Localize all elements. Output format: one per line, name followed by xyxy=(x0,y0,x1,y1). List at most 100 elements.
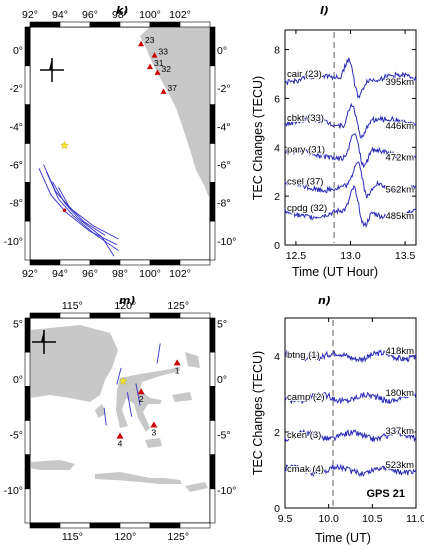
panel-m-border-bottom xyxy=(179,522,211,529)
panel-k-border-right xyxy=(209,143,216,183)
java-land xyxy=(30,460,75,470)
panel-k-border-right xyxy=(209,220,216,261)
panel-m-title: m) xyxy=(119,294,136,307)
station-label: 1 xyxy=(175,365,180,375)
panel-k-xtick-top: 96° xyxy=(82,9,98,21)
satellite-track xyxy=(156,343,161,364)
panel-k-border-bottom xyxy=(29,259,61,266)
panel-k-border-left xyxy=(24,220,31,261)
panel-m-border-left xyxy=(24,454,31,490)
panel-k-ytick-right: -10° xyxy=(217,236,236,248)
panel-k-ytick-right: -6° xyxy=(217,160,231,172)
panel-n-annotation: GPS 21 xyxy=(366,488,405,500)
tec-series-label: cpdg (32) xyxy=(287,203,327,214)
panel-m-border-top xyxy=(89,312,121,319)
panel-m-border-bottom xyxy=(149,522,181,529)
panel-k-border-bottom xyxy=(119,259,151,266)
panel-k-border-left xyxy=(24,104,31,144)
satellite-track xyxy=(126,392,133,417)
panel-l-xtick-label: 13.0 xyxy=(340,250,361,262)
panel-k-title: k) xyxy=(116,4,128,17)
panel-m-xtick-bottom: 125° xyxy=(167,531,189,543)
panel-k-border-bottom xyxy=(149,259,181,266)
panel-k-border-left xyxy=(24,143,31,183)
tec-distance-label: 562km xyxy=(385,184,414,195)
tec-series-label: cken (3) xyxy=(287,430,321,441)
panel-k-frame-ticks: 92° 92° 94° 94° 96° 96° 98° 98° 100° 100° 102° 102°… xyxy=(4,9,237,280)
panel-k-ytick-right: -8° xyxy=(217,198,231,210)
tec-distance-label: 337km xyxy=(385,426,414,437)
station-label: 4 xyxy=(118,439,123,449)
panel-l-ytick-label: 6 xyxy=(274,93,280,105)
panel-l-series: cair (23) 395km cbkt (33) 446km pary (31) 472… xyxy=(284,57,417,229)
panel-n-xtick-label: 10.0 xyxy=(318,513,339,525)
panel-k-ytick-left: 0° xyxy=(13,45,23,57)
station-label: 32 xyxy=(162,64,172,74)
panel-k-xtick-top: 100° xyxy=(139,9,161,21)
track-point xyxy=(62,208,67,213)
panel-k-xtick-top: 92° xyxy=(22,9,38,21)
tec-series-line xyxy=(284,102,417,140)
panel-k-xtick-bottom: 102° xyxy=(169,268,191,280)
island-north xyxy=(185,352,200,368)
island-west xyxy=(95,404,106,418)
panel-k-ytick-left: -4° xyxy=(9,121,23,133)
station-marker xyxy=(160,88,167,94)
panel-l-frame xyxy=(284,29,417,246)
panel-k-xtick-bottom: 94° xyxy=(52,268,68,280)
station-marker xyxy=(137,388,145,395)
panel-k-xtick-bottom: 92° xyxy=(22,268,38,280)
tec-series-label: btng (1) xyxy=(287,350,320,361)
panel-m-border-right xyxy=(209,386,216,421)
panel-m-ytick-left: -5° xyxy=(9,429,23,441)
timor-land xyxy=(185,482,208,492)
panel-m-epicenter xyxy=(118,376,128,385)
tec-series-label: cbkt (33) xyxy=(287,113,324,124)
panel-l-ytick-label: 4 xyxy=(274,142,280,154)
station-label: 2 xyxy=(139,394,144,404)
panel-k-border-left xyxy=(24,182,31,222)
panel-k-border-bottom xyxy=(59,259,91,266)
tec-series-label: cmak (4) xyxy=(287,464,324,475)
panel-k-xtick-top: 94° xyxy=(52,9,68,21)
panel-l-ylabel: TEC Changes (TECU) xyxy=(251,76,265,200)
panel-k-ytick-right: 0° xyxy=(217,45,227,57)
panel-m-xtick-top: 125° xyxy=(167,300,189,312)
tec-distance-label: 180km xyxy=(385,388,414,399)
panel-m-ytick-right: -10° xyxy=(217,485,236,497)
panel-n-axes: 9.5 10.0 10.5 11.0 0 2 4 xyxy=(274,318,424,525)
panel-n-ytick-label: 2 xyxy=(274,427,280,439)
panel-l-ytick-label: 2 xyxy=(274,191,280,203)
panel-k-ytick-left: -6° xyxy=(9,160,23,172)
panel-m-border-right xyxy=(209,317,216,353)
tec-series-label: pary (31) xyxy=(287,145,325,156)
tec-distance-label: 418km xyxy=(385,346,414,357)
panel-k-satellite-tracks xyxy=(38,164,119,257)
panel-m-border-top xyxy=(119,312,151,319)
panel-k-border-left xyxy=(24,65,31,105)
panel-k-xtick-bottom: 96° xyxy=(82,268,98,280)
panel-k-xtick-bottom: 98° xyxy=(112,268,128,280)
panel-m-border-left xyxy=(24,386,31,421)
panel-m-border-bottom xyxy=(29,522,61,529)
panel-m-border-right xyxy=(209,420,216,455)
panel-k-ytick-left: -8° xyxy=(9,198,23,210)
panel-k-ytick-right: -4° xyxy=(217,121,231,133)
tec-series-line xyxy=(284,161,417,199)
panel-m-border-top xyxy=(149,312,181,319)
panel-k-border-top xyxy=(119,21,151,28)
station-marker xyxy=(151,52,158,58)
tec-series-line xyxy=(284,349,417,364)
panel-n-xtick-label: 11.0 xyxy=(406,513,424,525)
panel-m-border-top xyxy=(179,312,211,319)
station-label: 37 xyxy=(168,83,178,93)
panel-m-ytick-right: 0° xyxy=(217,374,227,386)
panel-l-axes: 12.5 13.0 13.5 0 2 4 6 8 xyxy=(274,30,416,262)
satellite-track xyxy=(116,367,122,385)
panel-m-stations: 1 2 3 4 xyxy=(116,359,181,449)
panel-l-ytick-label: 0 xyxy=(274,240,280,252)
panel-m-xtick-top: 120° xyxy=(114,300,136,312)
panel-m-border-right xyxy=(209,488,216,524)
panel-n-ytick-label: 4 xyxy=(274,351,280,363)
panel-k-border-right xyxy=(209,65,216,105)
